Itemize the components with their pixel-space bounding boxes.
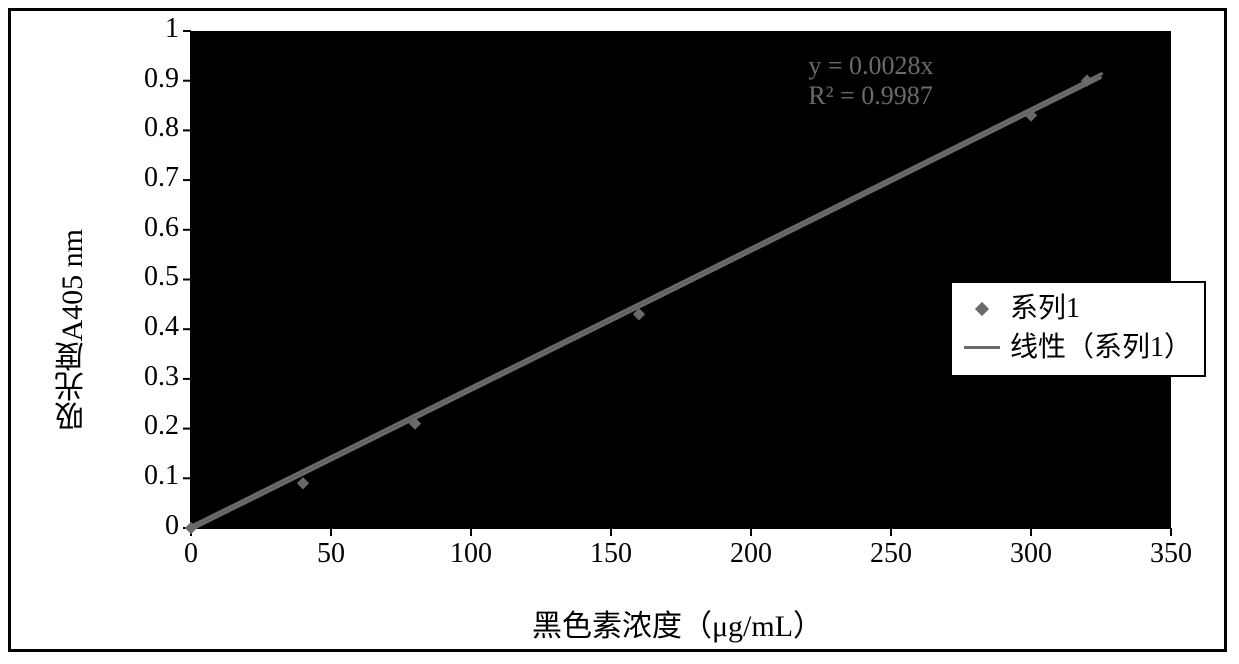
equation-line: R² = 0.9987 (808, 81, 933, 111)
trendline-equation: y = 0.0028xR² = 0.9987 (808, 51, 933, 111)
y-tick-label: 0.5 (109, 261, 179, 293)
x-axis-title-container: 黑色素浓度（μg/mL） (191, 603, 1164, 643)
legend-item-trendline: 线性（系列1） (964, 328, 1192, 367)
y-tick-label: 0.9 (109, 63, 179, 95)
y-axis-title-container: 吸光度A405 nm (53, 11, 93, 649)
y-tick-label: 1 (109, 13, 179, 45)
chart-area: 吸光度A405 nm 黑色素浓度（μg/mL） y = 0.0028xR² = … (11, 11, 1224, 649)
y-tick-label: 0.4 (109, 311, 179, 343)
y-tick-label: 0.1 (109, 460, 179, 492)
legend: 系列1 线性（系列1） (950, 281, 1206, 377)
x-tick-label: 100 (441, 538, 501, 570)
y-axis-title: 吸光度A405 nm (51, 229, 95, 432)
legend-label-series: 系列1 (1010, 289, 1080, 328)
y-tick-label: 0.3 (109, 361, 179, 393)
x-tick-label: 300 (1001, 538, 1061, 570)
x-tick-label: 350 (1141, 538, 1201, 570)
legend-label-trendline: 线性（系列1） (1010, 328, 1192, 367)
diamond-marker-icon (964, 304, 1000, 314)
y-tick-label: 0.6 (109, 212, 179, 244)
chart-frame: 吸光度A405 nm 黑色素浓度（μg/mL） y = 0.0028xR² = … (8, 8, 1227, 652)
x-tick-label: 0 (161, 538, 221, 570)
line-marker-icon (964, 346, 1000, 349)
legend-item-series: 系列1 (964, 289, 1192, 328)
x-axis-title: 黑色素浓度（μg/mL） (532, 601, 823, 645)
x-tick-label: 200 (721, 538, 781, 570)
y-tick-label: 0 (109, 510, 179, 542)
x-tick-label: 150 (581, 538, 641, 570)
equation-line: y = 0.0028x (808, 51, 933, 81)
y-tick-label: 0.2 (109, 410, 179, 442)
x-tick-label: 50 (301, 538, 361, 570)
y-tick-label: 0.8 (109, 112, 179, 144)
y-tick-label: 0.7 (109, 162, 179, 194)
x-tick-label: 250 (861, 538, 921, 570)
